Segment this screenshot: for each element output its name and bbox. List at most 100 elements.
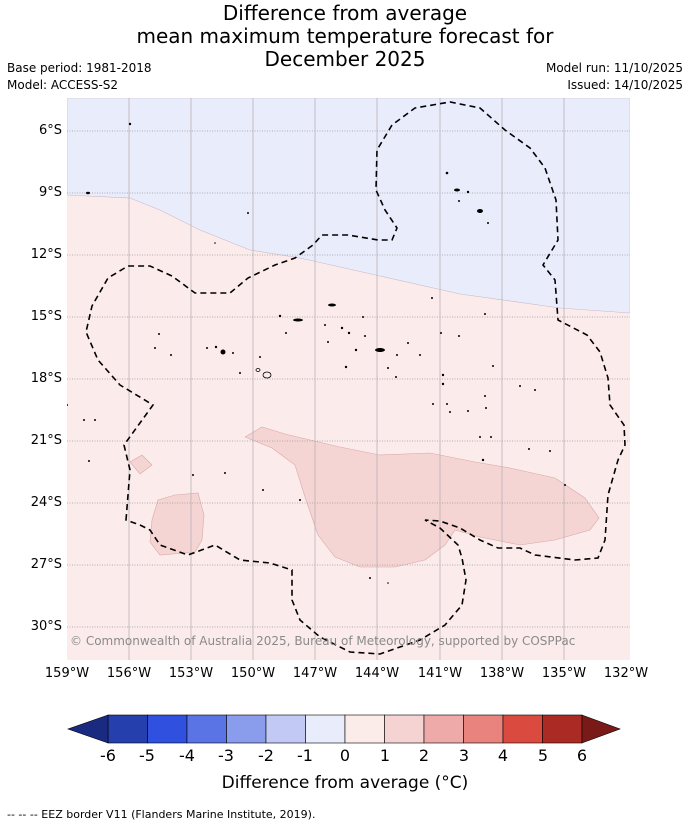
lon-label: 153°W: [168, 666, 214, 681]
island: [83, 419, 85, 421]
island: [487, 222, 489, 224]
island: [481, 458, 485, 462]
island: [128, 122, 132, 126]
gridlines: [67, 98, 630, 660]
colorbar-swatch: [463, 714, 504, 744]
island: [419, 354, 421, 356]
colorbar-under-arrow: [67, 714, 109, 744]
island: [214, 242, 216, 244]
colorbar-tick: -3: [218, 746, 234, 765]
lat-label: 30°S: [30, 619, 62, 634]
island: [192, 474, 194, 476]
island: [362, 316, 364, 318]
island: [441, 382, 445, 386]
colorbar-tick: -4: [179, 746, 195, 765]
island: [347, 331, 351, 335]
lat-label: 21°S: [30, 433, 62, 448]
title-line-3: December 2025: [264, 47, 426, 71]
model-name: Model: ACCESS-S2: [7, 78, 119, 92]
island: [395, 376, 397, 378]
island: [564, 484, 566, 486]
island: [232, 352, 234, 354]
island: [484, 313, 486, 315]
eez-footnote: -- -- -- EEZ border V11 (Flanders Marine…: [7, 808, 316, 821]
island: [484, 395, 486, 397]
lon-label: 147°W: [292, 666, 338, 681]
colorbar-swatch: [186, 714, 227, 744]
colorbar-tick: 4: [497, 746, 509, 765]
island: [324, 324, 326, 326]
colorbar-tick: 0: [339, 746, 351, 765]
island: [299, 499, 301, 501]
island: [387, 582, 389, 584]
meta-right: Model run: 11/10/2025 Issued: 14/10/2025: [546, 60, 683, 94]
colorbar-over-arrow: [581, 714, 621, 744]
colorbar-tick: 6: [576, 746, 588, 765]
island: [396, 354, 398, 356]
island: [519, 385, 521, 387]
lon-label: 144°W: [354, 666, 400, 681]
colorbar-tick: 5: [537, 746, 549, 765]
colorbar-swatch: [423, 714, 464, 744]
colorbar-swatch: [502, 714, 543, 744]
anomaly-patch-small: [129, 454, 153, 475]
island: [354, 348, 358, 352]
island: [247, 212, 249, 214]
meta-left: Base period: 1981-2018 Model: ACCESS-S2: [7, 60, 152, 94]
colorbar-tick: -1: [297, 746, 313, 765]
island: [94, 419, 96, 421]
island: [344, 365, 348, 369]
lon-label: 159°W: [44, 666, 90, 681]
island: [432, 403, 434, 405]
island: [224, 472, 226, 474]
island: [440, 332, 442, 334]
island: [479, 436, 481, 438]
island: [490, 436, 492, 438]
lon-label: 150°W: [230, 666, 276, 681]
colorbar-tick: 3: [458, 746, 470, 765]
island: [446, 403, 448, 405]
island: [67, 404, 68, 406]
island: [255, 368, 261, 372]
title-line-2: mean maximum temperature forecast for: [136, 24, 554, 48]
island: [206, 347, 208, 349]
anomaly-patch-central: [244, 426, 600, 568]
lat-label: 12°S: [30, 247, 62, 262]
island: [259, 356, 261, 358]
island: [88, 460, 90, 462]
island: [477, 209, 483, 213]
island: [328, 303, 336, 307]
anomaly-patch-west: [149, 492, 205, 556]
colorbar-swatch: [384, 714, 425, 744]
colorbar-swatch: [265, 714, 306, 744]
colorbar-swatch: [344, 714, 385, 744]
island: [458, 335, 460, 337]
lat-label: 24°S: [30, 495, 62, 510]
island: [327, 341, 329, 343]
map-title: Difference from average mean maximum tem…: [0, 2, 690, 71]
island: [407, 342, 409, 344]
island-outlines: [255, 368, 272, 379]
issued-date: Issued: 14/10/2025: [567, 78, 683, 92]
lat-label: 27°S: [30, 557, 62, 572]
island: [170, 354, 172, 356]
island: [239, 372, 241, 374]
island: [485, 407, 487, 409]
colorbar-tick: -2: [258, 746, 274, 765]
island: [534, 389, 536, 391]
lon-label: 141°W: [417, 666, 463, 681]
model-run: Model run: 11/10/2025: [545, 61, 683, 75]
island: [278, 314, 282, 318]
island: [220, 349, 226, 355]
colorbar-swatch: [107, 714, 148, 744]
island: [285, 332, 287, 334]
island: [262, 489, 264, 491]
island: [214, 345, 218, 349]
colorbar-tick: 1: [379, 746, 391, 765]
island: [454, 188, 460, 192]
island: [549, 450, 551, 452]
island: [293, 318, 303, 322]
islands: [67, 122, 566, 584]
colorbar-swatch: [147, 714, 188, 744]
